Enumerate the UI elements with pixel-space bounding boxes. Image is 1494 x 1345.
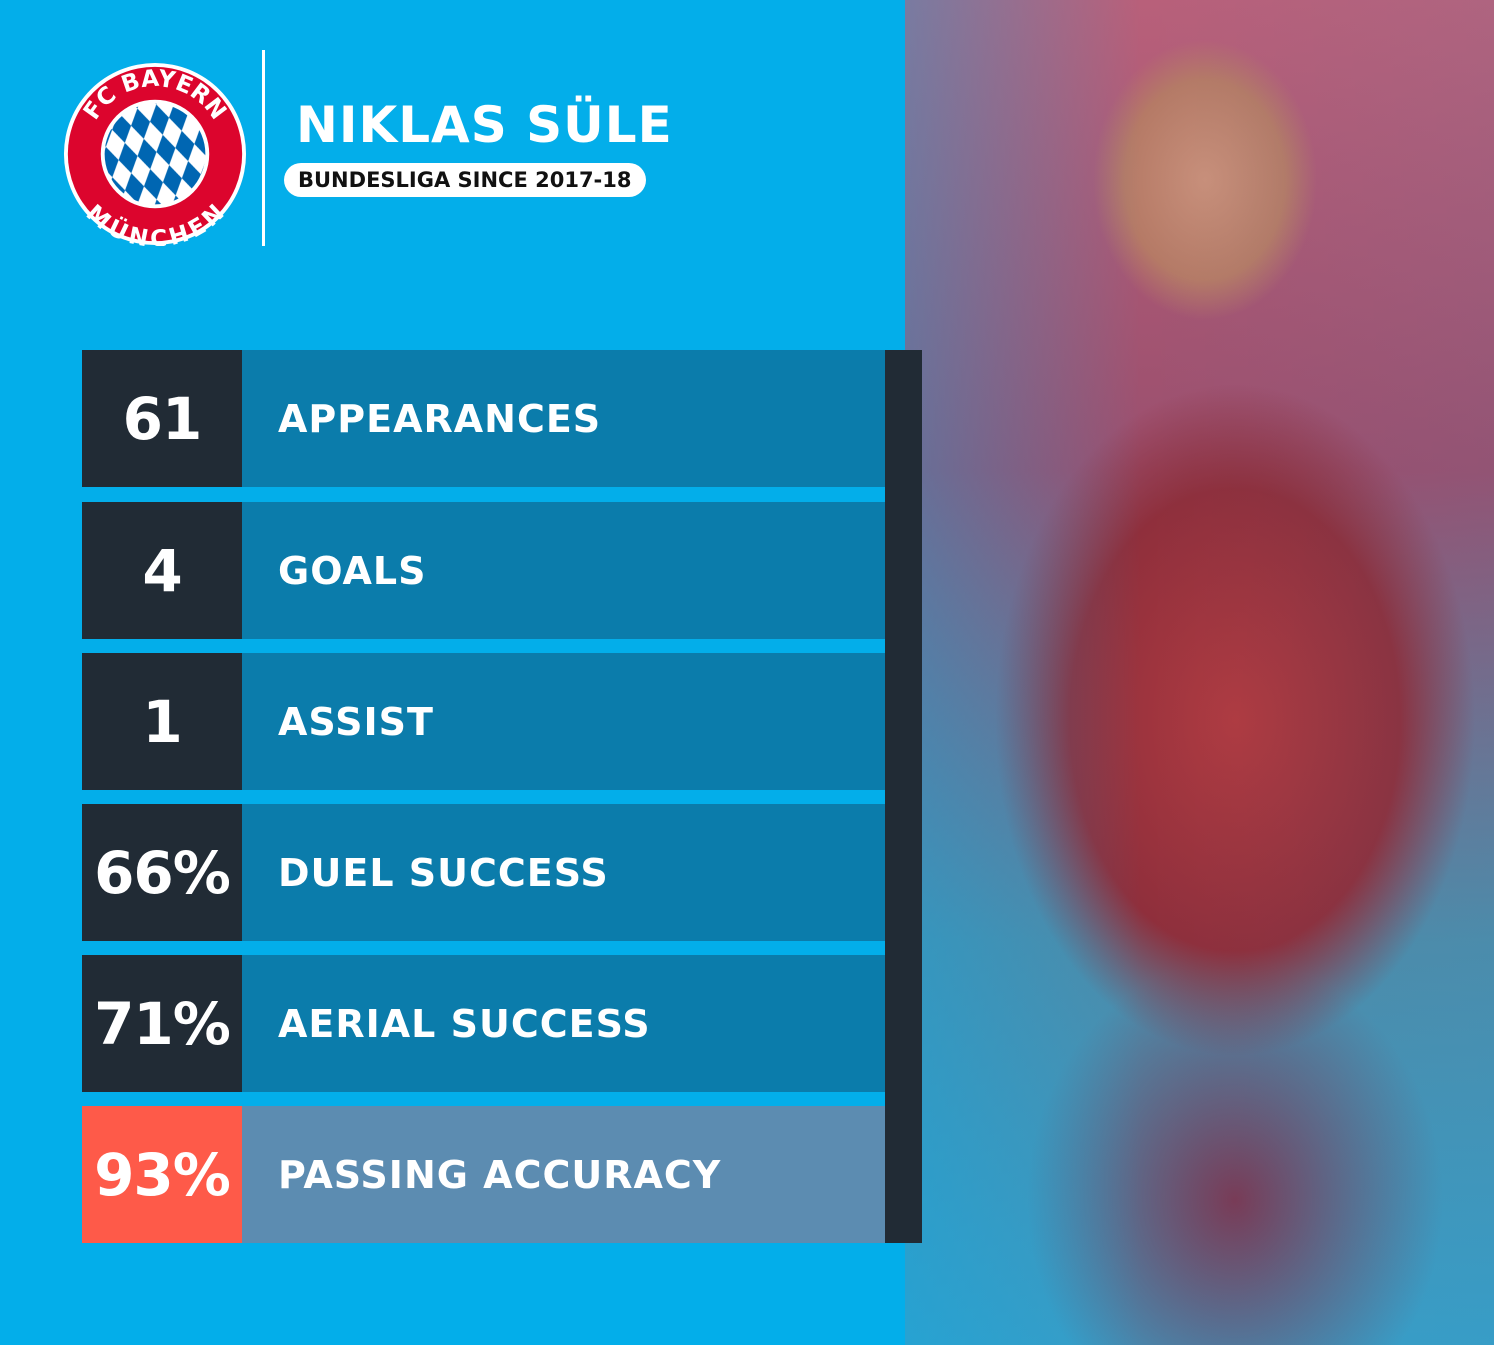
stat-row-appearances: 61 APPEARANCES: [82, 350, 885, 487]
stat-label: DUEL SUCCESS: [242, 804, 885, 941]
stat-row-assist: 1 ASSIST: [82, 653, 885, 790]
stat-label: GOALS: [242, 502, 885, 639]
stat-row-duel-success: 66% DUEL SUCCESS: [82, 804, 885, 941]
stat-label: PASSING ACCURACY: [242, 1106, 885, 1243]
fc-bayern-crest-logo: FC BAYERN MÜNCHEN: [63, 62, 247, 246]
stat-value: 93%: [82, 1106, 242, 1243]
stat-label: AERIAL SUCCESS: [242, 955, 885, 1092]
stat-row-goals: 4 GOALS: [82, 502, 885, 639]
stat-value: 4: [82, 502, 242, 639]
stat-value: 66%: [82, 804, 242, 941]
stat-row-aerial-success: 71% AERIAL SUCCESS: [82, 955, 885, 1092]
subtitle-badge: BUNDESLIGA SINCE 2017-18: [284, 163, 646, 197]
player-name: NIKLAS SÜLE: [296, 96, 673, 154]
stat-value: 61: [82, 350, 242, 487]
player-photo: [905, 0, 1494, 1345]
header-divider: [262, 50, 265, 246]
stat-value: 1: [82, 653, 242, 790]
stat-row-passing-accuracy: 93% PASSING ACCURACY: [82, 1106, 885, 1243]
stat-label: APPEARANCES: [242, 350, 885, 487]
stat-value: 71%: [82, 955, 242, 1092]
stat-label: ASSIST: [242, 653, 885, 790]
stats-side-bar: [885, 350, 922, 1243]
